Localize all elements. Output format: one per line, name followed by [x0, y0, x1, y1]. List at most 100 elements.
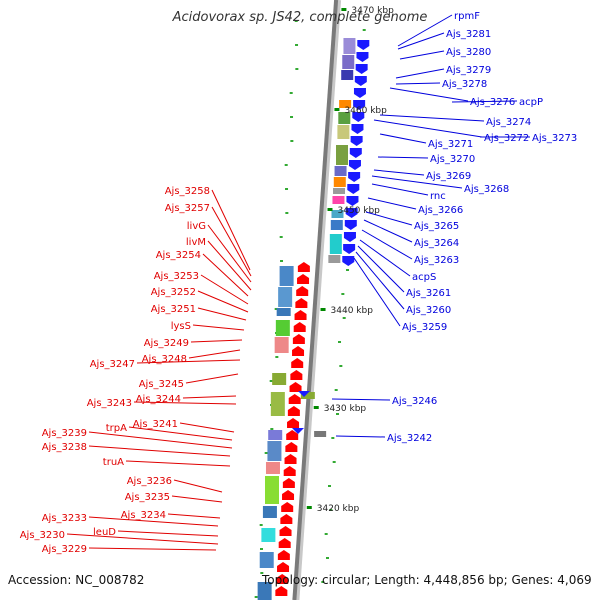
- reverse-gene-leader: [389, 87, 469, 102]
- reverse-feature-block: [341, 70, 354, 80]
- reverse-gene-label: Ajs_3272: [484, 133, 529, 144]
- forward-gene-label: livM: [186, 237, 206, 248]
- backbone-line: [292, 0, 339, 600]
- forward-feature-block: [265, 462, 280, 474]
- reverse-feature-block: [334, 166, 347, 176]
- feature-blocks: [257, 38, 356, 600]
- forward-gene-label: Ajs_3234: [121, 510, 166, 521]
- gc-dot-right: [341, 293, 345, 295]
- forward-gene-leader: [202, 253, 249, 297]
- kbp-tick-label: 3460 kbp: [344, 106, 387, 116]
- forward-feature-block: [259, 552, 274, 568]
- reverse-feature-block: [329, 234, 342, 254]
- forward-feature-block: [270, 392, 285, 416]
- reverse-gene-leader: [451, 100, 518, 103]
- gc-dot-left: [259, 524, 263, 526]
- forward-gene-leader: [190, 339, 243, 343]
- gc-dot-left: [285, 212, 289, 214]
- gc-dot-right: [336, 413, 340, 415]
- reverse-gene-arrow: [342, 256, 355, 266]
- reverse-feature-block: [332, 196, 345, 204]
- forward-gene-leader: [167, 513, 221, 519]
- gc-dot-left: [280, 260, 284, 262]
- forward-gene-label: Ajs_3245: [139, 379, 184, 390]
- forward-gene-label: Ajs_3248: [142, 354, 187, 365]
- forward-gene-label: Ajs_3258: [165, 186, 210, 197]
- gc-dot-left: [259, 548, 263, 550]
- reverse-gene-leader: [371, 175, 463, 189]
- reverse-gene-arrow: [347, 184, 360, 194]
- kbp-ticks: 3470 kbp 3460 kbp 3450 kbp 3440 kbp 3430 kbp…: [306, 6, 394, 514]
- reverse-gene-label: Ajs_3259: [402, 322, 447, 333]
- reverse-gene-leader: [359, 239, 411, 277]
- reverse-gene-leader: [395, 82, 441, 85]
- reverse-gene-label: acpS: [412, 272, 436, 283]
- reverse-gene-leader: [363, 219, 413, 243]
- reverse-feature-block: [339, 100, 352, 108]
- gc-dot-left: [264, 452, 268, 454]
- gc-dot-right: [342, 317, 346, 319]
- forward-feature-block: [272, 373, 287, 385]
- reverse-gene-leader: [397, 32, 445, 50]
- reverse-gene-leader: [371, 183, 429, 196]
- reverse-gene-arrow: [346, 196, 359, 206]
- forward-gene-leader: [197, 307, 247, 321]
- forward-gene-leader: [185, 373, 239, 384]
- reverse-gene-arrow: [355, 64, 368, 74]
- reverse-feature-block: [342, 55, 355, 69]
- forward-gene-arrow: [286, 430, 299, 440]
- forward-gene-arrow: [282, 490, 295, 500]
- reverse-gene-label: Ajs_3266: [418, 205, 463, 216]
- forward-gene-leader: [188, 349, 241, 359]
- forward-feature-block: [274, 337, 289, 353]
- reverse-gene-label: rnc: [430, 191, 446, 202]
- reverse-gene-label: Ajs_3242: [387, 433, 432, 444]
- forward-gene-arrow: [288, 394, 301, 404]
- reverse-feature-block: [333, 177, 346, 187]
- reverse-gene-label: Ajs_3269: [426, 171, 471, 182]
- forward-gene-label: lysS: [171, 321, 191, 332]
- forward-gene-arrow: [285, 442, 298, 452]
- reverse-gene-leader: [355, 251, 405, 310]
- gc-dot-right: [334, 389, 338, 391]
- forward-gene-arrow: [276, 574, 289, 584]
- reverse-gene-label: Ajs_3274: [486, 117, 531, 128]
- forward-gene-label: Ajs_3244: [136, 394, 181, 405]
- gc-dot-right: [339, 365, 343, 367]
- forward-gene-arrow: [280, 514, 293, 524]
- reverse-gene-arrow: [352, 112, 365, 122]
- reverse-gene-leader: [399, 50, 445, 60]
- forward-gene-label: Ajs_3239: [42, 428, 87, 439]
- kbp-tick-label: 3450 kbp: [337, 206, 380, 216]
- forward-gene-leader: [125, 460, 231, 467]
- reverse-gene-arrow: [344, 220, 357, 230]
- reverse-gene-leader: [373, 169, 425, 176]
- reverse-gene-leader: [397, 14, 453, 47]
- reverse-gene-label: Ajs_3246: [392, 396, 437, 407]
- forward-gene-label: Ajs_3249: [144, 338, 189, 349]
- forward-gene-leader: [88, 516, 219, 527]
- forward-gene-arrow: [277, 562, 290, 572]
- forward-gene-label: Ajs_3247: [90, 359, 135, 370]
- gc-dot-left: [290, 140, 294, 142]
- reverse-gene-arrow: [356, 52, 369, 62]
- reverse-gene-leader: [335, 435, 386, 438]
- gc-dot-right: [331, 437, 335, 439]
- reverse-gene-label: Ajs_3260: [406, 305, 451, 316]
- kbp-tick-label: 3430 kbp: [324, 404, 367, 414]
- forward-feature-block: [279, 266, 294, 286]
- forward-gene-arrow: [279, 526, 292, 536]
- forward-gene-label: Ajs_3252: [151, 287, 196, 298]
- gc-dot-left: [270, 428, 274, 430]
- reverse-feature-block: [314, 431, 327, 437]
- reverse-feature-block: [338, 112, 351, 124]
- gc-dot-left: [295, 68, 299, 70]
- reverse-gene-leader: [379, 133, 427, 144]
- forward-gene-arrow: [289, 382, 302, 392]
- reverse-feature-block: [336, 145, 349, 165]
- reverse-gene-leader: [395, 68, 445, 79]
- gc-dot-left: [269, 380, 273, 382]
- gc-dot-left: [290, 116, 294, 118]
- forward-gene-arrow: [297, 274, 310, 284]
- reverse-gene-arrow: [348, 172, 361, 182]
